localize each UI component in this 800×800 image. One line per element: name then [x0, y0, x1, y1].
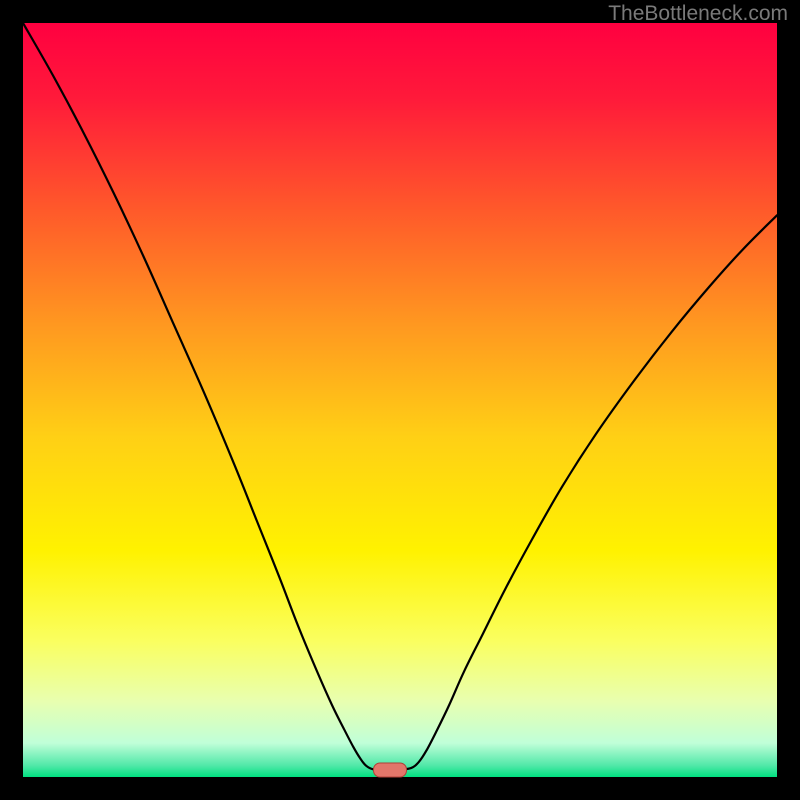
chart-frame: TheBottleneck.com [0, 0, 800, 800]
watermark-text: TheBottleneck.com [608, 2, 788, 26]
plot-area [23, 23, 777, 777]
bottleneck-curve [23, 23, 777, 777]
optimum-marker [373, 763, 407, 778]
